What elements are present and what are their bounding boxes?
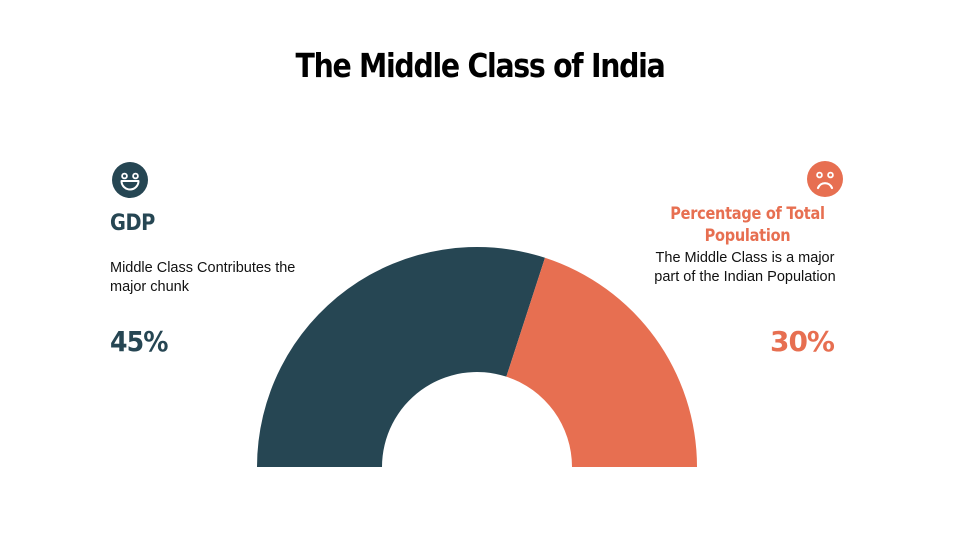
gdp-description: Middle Class Contributes the major chunk xyxy=(110,260,296,295)
donut-segment-percentage-of-total-population xyxy=(506,257,697,467)
population-description: The Middle Class is a major part of the … xyxy=(654,250,836,285)
smile-icon xyxy=(112,162,148,198)
population-heading: Percentage of Total Population xyxy=(670,204,825,245)
gdp-heading: GDP xyxy=(110,211,155,236)
donut-segment-gdp xyxy=(257,247,545,467)
page-title: The Middle Class of India xyxy=(295,46,666,85)
gdp-value: 45% xyxy=(110,325,169,358)
semi-donut-chart xyxy=(257,247,697,467)
frown-icon xyxy=(807,161,843,197)
population-value: 30% xyxy=(769,325,835,358)
